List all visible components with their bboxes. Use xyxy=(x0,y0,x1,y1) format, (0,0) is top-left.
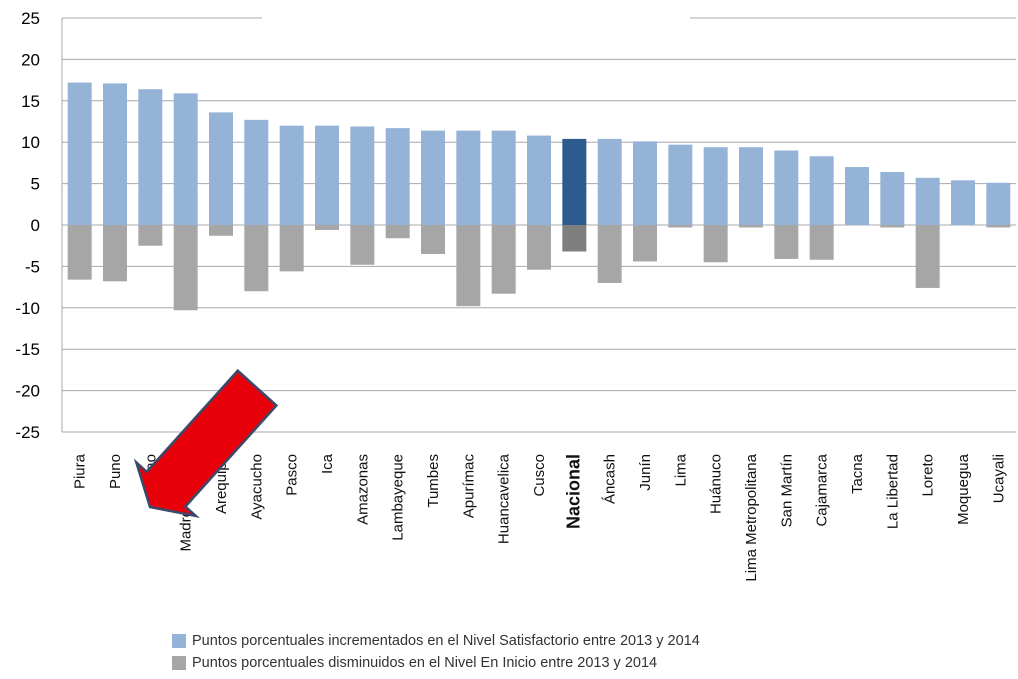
x-tick-label: Amazonas xyxy=(354,454,371,525)
bar-increase xyxy=(315,125,339,225)
bar-increase xyxy=(986,182,1011,225)
x-tick-label: Ayacucho xyxy=(248,454,265,520)
y-tick-label: -15 xyxy=(15,340,40,359)
y-tick-label: 25 xyxy=(21,9,40,28)
y-tick-label: 0 xyxy=(31,216,40,235)
bar-increase xyxy=(845,167,869,225)
bar-decrease xyxy=(67,225,92,280)
bar-decrease xyxy=(915,225,940,288)
bar-decrease xyxy=(668,225,693,228)
bar-increase xyxy=(67,82,92,225)
bar-increase xyxy=(385,128,410,225)
y-tick-label: -20 xyxy=(15,382,40,401)
y-tick-label: -5 xyxy=(25,257,40,276)
x-tick-label: Ica xyxy=(319,453,336,474)
bar-increase xyxy=(209,112,233,225)
bar-decrease xyxy=(209,225,233,236)
x-tick-label: Huánuco xyxy=(708,454,725,514)
legend-swatch xyxy=(172,634,186,648)
x-tick-label: Áncash xyxy=(602,454,619,504)
bar-decrease xyxy=(173,225,198,311)
y-tick-label: -10 xyxy=(15,299,40,318)
bar-increase xyxy=(103,83,127,225)
x-tick-label: Lambayeque xyxy=(390,454,407,541)
x-tick-label: Huancavelica xyxy=(496,453,513,544)
bar-increase xyxy=(456,130,481,225)
x-tick-label: Puno xyxy=(107,454,124,489)
bar-decrease xyxy=(421,225,445,254)
top-gap xyxy=(262,14,690,22)
bar-increase xyxy=(951,180,975,225)
x-tick-label: Tacna xyxy=(849,453,866,494)
bar-increase xyxy=(774,150,799,225)
x-tick-label: Junín xyxy=(637,454,654,491)
bar-increase xyxy=(562,138,587,225)
x-tick-label: Tumbes xyxy=(425,454,442,508)
y-axis: 25 20 15 10 5 0 -5 -10 -15 -20 -25 xyxy=(15,9,40,442)
bar-increase xyxy=(491,130,516,225)
bar-increase xyxy=(703,147,728,225)
bar-decrease xyxy=(244,225,269,292)
bar-increase xyxy=(915,177,940,225)
legend-label: Puntos porcentuales incrementados en el … xyxy=(192,633,700,649)
bar-decrease xyxy=(597,225,622,283)
bar-increase xyxy=(668,144,693,225)
bar-increase xyxy=(809,156,834,225)
bar-decrease xyxy=(739,225,763,228)
y-tick-label: -25 xyxy=(15,423,40,442)
bar-decrease xyxy=(456,225,481,307)
y-tick-label: 20 xyxy=(21,50,40,69)
y-tick-label: 5 xyxy=(31,175,40,194)
x-tick-label: Loreto xyxy=(920,454,937,497)
bar-increase xyxy=(633,141,657,225)
x-tick-label: La Libertad xyxy=(884,454,901,529)
x-tick-label: Nacional xyxy=(563,454,583,529)
bar-increase xyxy=(350,126,375,225)
legend: Puntos porcentuales incrementados en el … xyxy=(172,630,700,674)
bar-decrease xyxy=(350,225,375,265)
x-tick-label: Cajamarca xyxy=(814,453,831,526)
bar-decrease xyxy=(279,225,304,272)
x-tick-label: Ucayali xyxy=(990,454,1007,503)
bar-decrease xyxy=(385,225,410,239)
x-tick-label: Cusco xyxy=(531,454,548,497)
bar-increase xyxy=(138,89,163,225)
bar-increase xyxy=(244,119,269,225)
bar-decrease xyxy=(880,225,905,228)
legend-swatch xyxy=(172,656,186,670)
x-tick-label: Lima xyxy=(672,453,689,486)
bar-decrease xyxy=(491,225,516,294)
bar-decrease xyxy=(986,225,1011,228)
bar-decrease xyxy=(103,225,127,282)
bar-increase xyxy=(279,125,304,225)
bar-decrease xyxy=(774,225,799,259)
legend-item: Puntos porcentuales incrementados en el … xyxy=(172,630,700,652)
bar-decrease xyxy=(527,225,551,270)
bar-increase xyxy=(597,138,622,225)
bar-increase xyxy=(173,93,198,226)
x-tick-label: San Martín xyxy=(778,454,795,527)
y-tick-label: 15 xyxy=(21,92,40,111)
x-tick-label: Piura xyxy=(72,453,89,489)
bar-increase xyxy=(421,130,445,225)
red-arrow-icon xyxy=(133,368,279,519)
bar-decrease xyxy=(562,225,587,252)
bar-decrease xyxy=(809,225,834,260)
bar-increase xyxy=(527,135,551,225)
x-tick-label: Moquegua xyxy=(955,453,972,525)
bar-decrease xyxy=(315,225,339,230)
bar-increase xyxy=(880,172,905,225)
bars xyxy=(67,82,1011,311)
y-tick-label: 10 xyxy=(21,133,40,152)
bar-decrease xyxy=(633,225,657,262)
x-tick-label: Lima Metropolitana xyxy=(743,453,760,581)
bar-decrease xyxy=(703,225,728,263)
legend-label: Puntos porcentuales disminuidos en el Ni… xyxy=(192,655,658,671)
bar-decrease xyxy=(138,225,163,246)
bar-increase xyxy=(739,147,763,225)
legend-item: Puntos porcentuales disminuidos en el Ni… xyxy=(172,652,700,674)
x-tick-label: Apurímac xyxy=(460,454,477,519)
x-tick-label: Pasco xyxy=(284,454,301,496)
